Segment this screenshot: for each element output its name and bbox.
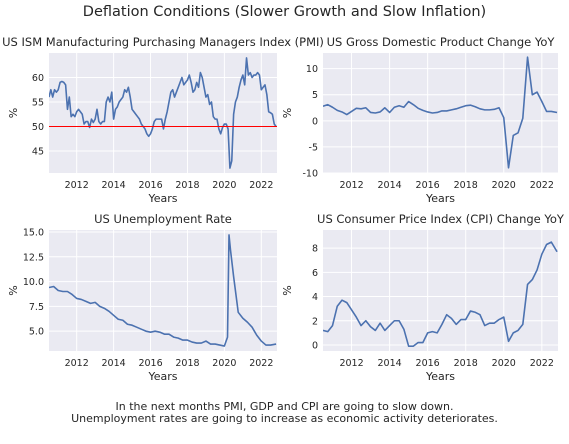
pmi-y-tick-label: 50	[32, 122, 44, 133]
gdp-y-axis-label: %	[281, 108, 294, 118]
pmi-x-axis-label: Years	[147, 192, 177, 205]
figure-title: Deflation Conditions (Slower Growth and …	[82, 4, 487, 20]
cpi-series-line	[323, 241, 558, 347]
unemployment-y-tick-label: 10.0	[23, 277, 44, 288]
gdp-x-tick-label: 2016	[416, 180, 440, 191]
gdp-x-tick-label: 2018	[454, 180, 478, 191]
cpi-x-axis-label: Years	[425, 370, 455, 383]
cpi-x-tick-label: 2014	[378, 358, 402, 369]
gdp-y-tick-label: 0	[312, 116, 318, 127]
unemployment-x-tick-label: 2016	[138, 358, 162, 369]
gdp-chart: 2012 2014 2016 2018 2020 2022 -10 -5 0 5 10 US Gros…	[281, 35, 558, 205]
unemployment-series-line	[49, 234, 277, 347]
pmi-y-axis-label: %	[7, 108, 20, 118]
pmi-x-tick-label: 2012	[65, 180, 89, 191]
gdp-y-tick-label: 10	[306, 64, 318, 75]
pmi-plot-area	[49, 53, 277, 173]
gdp-x-tick-label: 2020	[492, 180, 516, 191]
gdp-plot-area	[323, 53, 558, 173]
pmi-chart-title: US ISM Manufacturing Purchasing Managers…	[2, 35, 324, 49]
gdp-x-tick-label: 2012	[339, 180, 363, 191]
unemployment-y-tick-label: 7.5	[29, 302, 44, 313]
gdp-x-tick-label: 2014	[378, 180, 402, 191]
pmi-x-tick-label: 2020	[212, 180, 236, 191]
gdp-x-tick-label: 2022	[530, 180, 554, 191]
unemployment-y-axis-label: %	[7, 285, 20, 295]
pmi-x-tick-label: 2014	[102, 180, 126, 191]
figure-caption: In the next months PMI, GDP and CPI are …	[0, 401, 569, 425]
gdp-series-line	[323, 56, 558, 169]
pmi-y-tick-label: 45	[32, 146, 44, 157]
cpi-chart-title: US Consumer Price Index (CPI) Change YoY	[317, 212, 565, 226]
cpi-y-tick-label: 8	[312, 244, 318, 255]
cpi-y-tick-label: 2	[312, 316, 318, 327]
cpi-y-tick-label: 4	[312, 292, 318, 303]
gdp-y-tick-label: 5	[312, 90, 318, 101]
pmi-y-tick-label: 60	[32, 73, 44, 84]
cpi-y-tick-label: 6	[312, 268, 318, 279]
unemployment-chart: 2012 2014 2016 2018 2020 2022 5.0 7.5 10.0 12.5 15…	[7, 212, 277, 383]
unemployment-x-axis-label: Years	[147, 370, 177, 383]
pmi-x-tick-label: 2018	[175, 180, 199, 191]
cpi-y-tick-label: 0	[312, 340, 318, 351]
unemployment-x-tick-label: 2020	[212, 358, 236, 369]
cpi-x-tick-label: 2022	[530, 358, 554, 369]
unemployment-x-tick-label: 2012	[65, 358, 89, 369]
unemployment-y-tick-label: 15.0	[23, 227, 44, 238]
caption-line-2: Unemployment rates are going to increase…	[71, 412, 498, 425]
unemployment-y-tick-label: 5.0	[29, 327, 44, 338]
pmi-x-tick-label: 2022	[249, 180, 273, 191]
cpi-x-tick-label: 2020	[492, 358, 516, 369]
cpi-x-tick-label: 2016	[416, 358, 440, 369]
pmi-y-tick-label: 55	[32, 97, 44, 108]
cpi-plot-area	[323, 230, 558, 351]
gdp-chart-title: US Gross Domestic Product Change YoY	[327, 35, 556, 49]
cpi-x-tick-label: 2018	[454, 358, 478, 369]
unemployment-y-tick-label: 12.5	[23, 252, 44, 263]
gdp-y-tick-label: -10	[302, 169, 318, 180]
cpi-chart: 2012 2014 2016 2018 2020 2022 0 2 4 6 8 US Consumer…	[281, 212, 565, 383]
unemployment-x-tick-label: 2022	[249, 358, 273, 369]
cpi-y-axis-label: %	[281, 285, 294, 295]
caption-line-1: In the next months PMI, GDP and CPI are …	[115, 400, 454, 413]
unemployment-x-tick-label: 2018	[175, 358, 199, 369]
pmi-series-line	[49, 57, 277, 169]
cpi-x-tick-label: 2012	[339, 358, 363, 369]
gdp-y-tick-label: -5	[309, 142, 318, 153]
gdp-x-axis-label: Years	[425, 192, 455, 205]
unemployment-x-tick-label: 2014	[102, 358, 126, 369]
unemployment-chart-title: US Unemployment Rate	[94, 212, 232, 226]
pmi-x-tick-label: 2016	[138, 180, 162, 191]
